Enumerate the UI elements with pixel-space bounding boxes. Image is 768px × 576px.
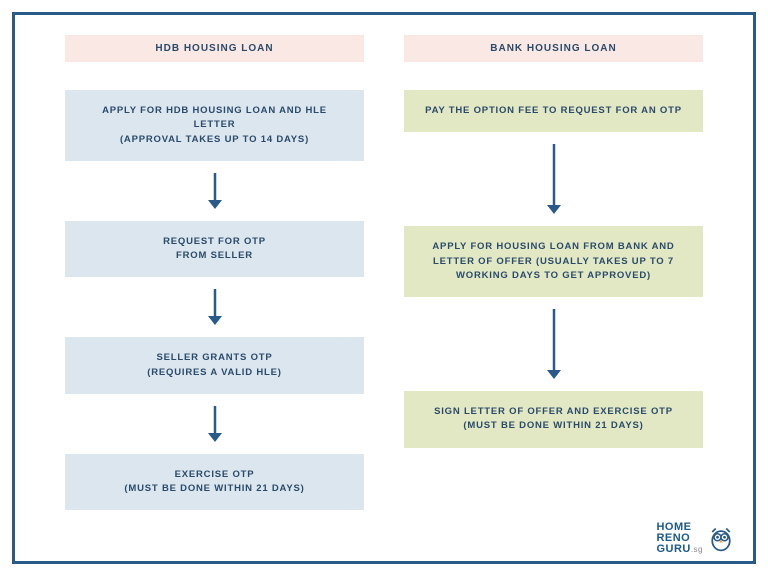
bank-step-3: SIGN LETTER OF OFFER AND EXERCISE OTP(MU… bbox=[404, 391, 703, 448]
bank-step-1: PAY THE OPTION FEE TO REQUEST FOR AN OTP bbox=[404, 90, 703, 132]
arrow-icon bbox=[544, 144, 564, 214]
hdb-step-2: REQUEST FOR OTPFROM SELLER bbox=[65, 221, 364, 278]
logo-suffix: .sg bbox=[691, 545, 703, 554]
logo-text: HOME RENO GURU.sg bbox=[656, 522, 703, 555]
logo-line3: GURU bbox=[656, 543, 690, 555]
arrow-icon bbox=[205, 173, 225, 209]
arrow-icon bbox=[205, 289, 225, 325]
hdb-step-1: APPLY FOR HDB HOUSING LOAN AND HLE LETTE… bbox=[65, 90, 364, 161]
owl-icon bbox=[707, 525, 735, 553]
hdb-step-4: EXERCISE OTP(MUST BE DONE WITHIN 21 DAYS… bbox=[65, 454, 364, 511]
bank-header: BANK HOUSING LOAN bbox=[404, 35, 703, 62]
diagram-frame: HDB HOUSING LOAN APPLY FOR HDB HOUSING L… bbox=[12, 12, 756, 564]
arrow-icon bbox=[205, 406, 225, 442]
hdb-header: HDB HOUSING LOAN bbox=[65, 35, 364, 62]
bank-step-2: APPLY FOR HOUSING LOAN FROM BANK AND LET… bbox=[404, 226, 703, 297]
brand-logo: HOME RENO GURU.sg bbox=[656, 522, 735, 555]
arrow-icon bbox=[544, 309, 564, 379]
columns-container: HDB HOUSING LOAN APPLY FOR HDB HOUSING L… bbox=[15, 15, 753, 561]
hdb-step-3: SELLER GRANTS OTP(REQUIRES A VALID HLE) bbox=[65, 337, 364, 394]
hdb-column: HDB HOUSING LOAN APPLY FOR HDB HOUSING L… bbox=[65, 35, 364, 541]
bank-column: BANK HOUSING LOAN PAY THE OPTION FEE TO … bbox=[404, 35, 703, 541]
